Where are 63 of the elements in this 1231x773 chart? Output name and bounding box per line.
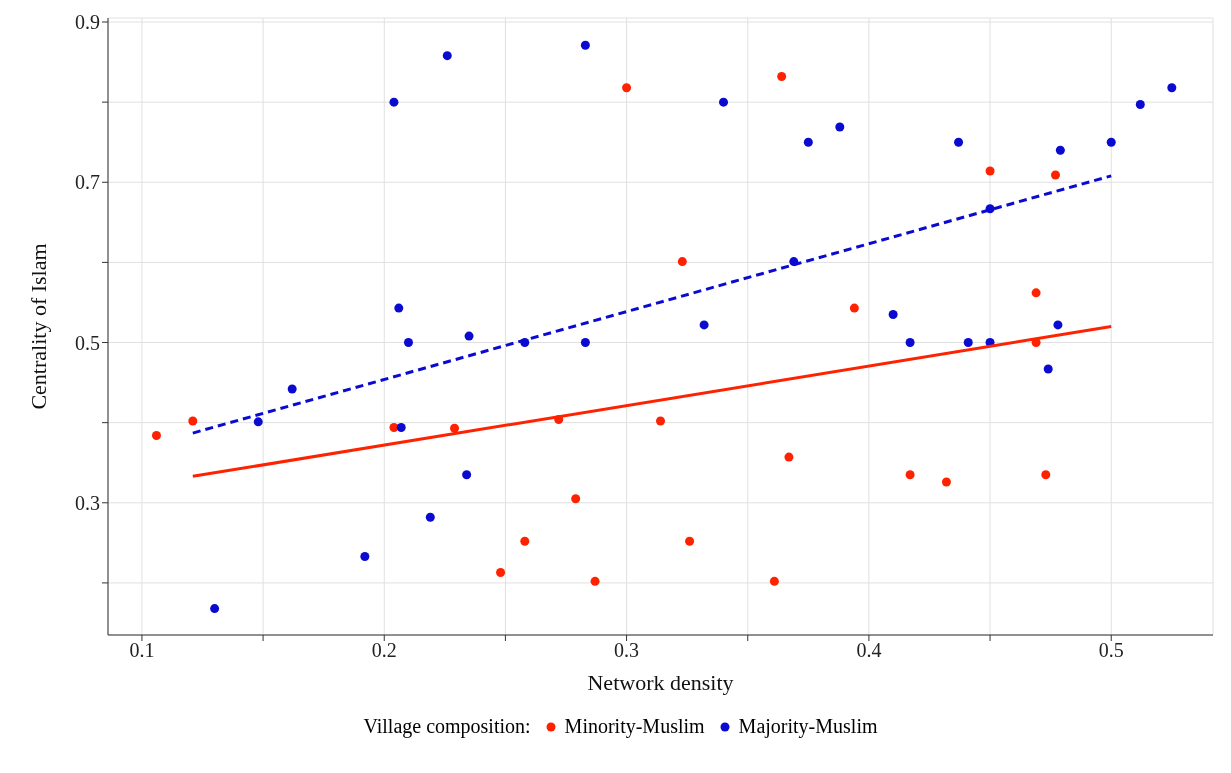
legend-label: Majority-Muslim	[738, 715, 878, 738]
y-tick-label: 0.3	[75, 491, 100, 514]
x-tick-label: 0.4	[856, 639, 882, 662]
point	[1167, 83, 1177, 93]
x-tick-label: 0.1	[129, 639, 155, 662]
x-tick-label: 0.5	[1098, 639, 1124, 662]
point	[849, 303, 859, 313]
point	[954, 137, 964, 147]
legend-title: Village composition:	[363, 715, 531, 738]
point	[1135, 100, 1145, 110]
y-tick-label: 0.7	[75, 171, 100, 194]
y-tick-label: 0.5	[75, 331, 100, 354]
point	[403, 338, 413, 348]
point	[905, 470, 915, 480]
point	[442, 51, 452, 61]
point	[656, 416, 665, 426]
point	[253, 417, 263, 427]
point	[1053, 320, 1063, 330]
x-tick-label: 0.2	[371, 639, 397, 662]
point	[389, 97, 399, 107]
y-axis-title: Centrality of Islam	[25, 243, 51, 410]
point	[425, 512, 435, 522]
point	[188, 416, 198, 426]
point	[1043, 364, 1053, 374]
point	[941, 477, 951, 487]
point	[520, 536, 530, 546]
point	[580, 338, 590, 348]
point	[784, 452, 794, 462]
point	[580, 40, 590, 50]
point	[1050, 170, 1060, 180]
point	[450, 423, 460, 433]
point	[1055, 145, 1065, 155]
point	[803, 137, 813, 147]
point	[360, 551, 370, 561]
point	[496, 568, 506, 577]
point	[1041, 470, 1051, 480]
point	[985, 166, 995, 176]
point	[1106, 137, 1116, 147]
point	[590, 576, 600, 586]
point	[571, 494, 581, 504]
point	[462, 470, 472, 480]
point	[777, 71, 787, 81]
point	[151, 430, 161, 440]
point	[719, 97, 728, 107]
y-tick-label: 0.9	[75, 11, 100, 34]
point	[1031, 288, 1041, 298]
point	[699, 320, 709, 330]
point	[905, 338, 915, 348]
point	[677, 257, 687, 267]
point	[622, 83, 632, 93]
point	[287, 384, 297, 394]
point	[963, 338, 973, 348]
x-axis-title: Network density	[587, 670, 734, 695]
point	[685, 536, 695, 546]
point	[464, 331, 474, 341]
point	[210, 604, 220, 614]
legend-label: Minority-Muslim	[564, 715, 705, 738]
point	[835, 122, 845, 132]
x-tick-label: 0.3	[614, 639, 640, 662]
point	[394, 303, 404, 313]
point	[396, 422, 406, 432]
point	[769, 576, 779, 586]
point	[888, 309, 898, 319]
